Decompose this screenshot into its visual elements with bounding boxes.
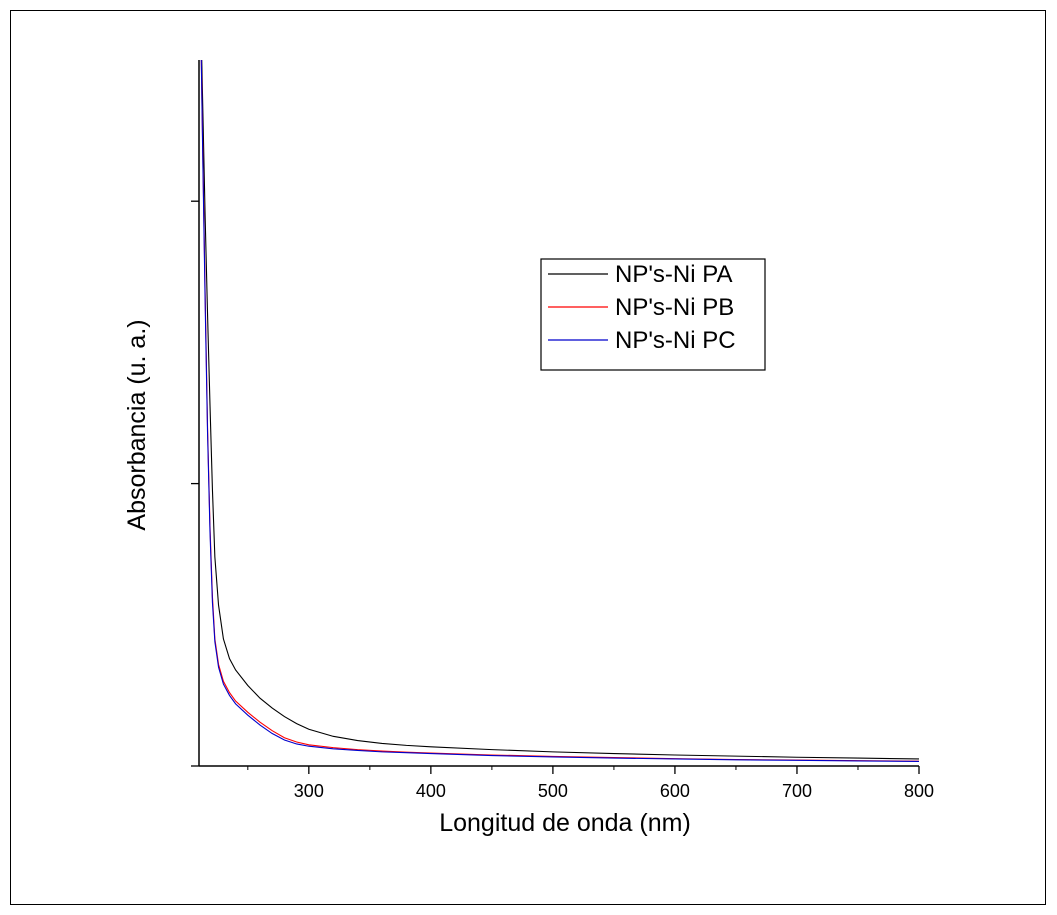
series-layer (200, 60, 919, 763)
series-line-2 (200, 60, 919, 762)
axes-layer: 300 400 500 600 700 800 (191, 60, 934, 801)
legend-box (540, 258, 766, 371)
y-axis-label: Absorbancia (u. a.) (123, 319, 151, 530)
x-tick-label: 500 (538, 781, 568, 801)
x-tick-label: 700 (782, 781, 812, 801)
series-line-3 (200, 60, 919, 763)
x-tick-label: 300 (294, 781, 324, 801)
legend-label-2: NP's-Ni PB (615, 294, 734, 321)
x-tick-label: 600 (660, 781, 690, 801)
series-line-1 (201, 60, 919, 760)
legend-label-3: NP's-Ni PC (615, 327, 736, 354)
legend-label-1: NP's-Ni PA (615, 261, 732, 288)
x-tick-label: 800 (904, 781, 934, 801)
legend: NP's-Ni PA NP's-Ni PB NP's-Ni PC (540, 258, 766, 371)
x-axis-label: Longitud de onda (nm) (439, 809, 691, 837)
x-tick-label: 400 (416, 781, 446, 801)
